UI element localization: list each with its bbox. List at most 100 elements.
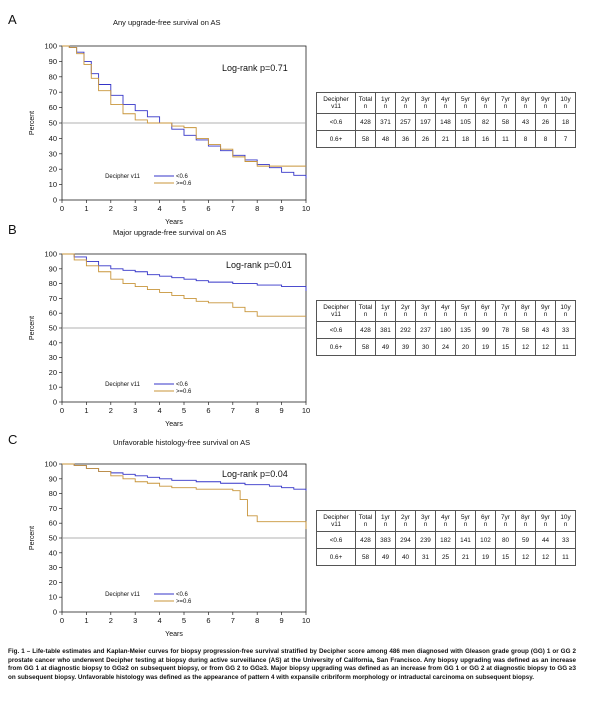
legend-label: >=0.6 bbox=[176, 181, 192, 187]
risk-cell: 428 bbox=[355, 531, 376, 549]
risk-cell: 12 bbox=[515, 548, 536, 566]
km-plot-c: 0 10 20 30 40 50 60 70 80 90 100 0 1 2 3 4 5 6 7 8 9 10 Years P… bbox=[29, 460, 310, 639]
risk-header-cell: 5yr n bbox=[455, 300, 476, 322]
risk-header-cell: 4yr n bbox=[435, 300, 456, 322]
legend-title: Decipher v11 bbox=[105, 592, 141, 598]
y-tick-label: 50 bbox=[49, 119, 57, 128]
risk-header-cell: 2yr n bbox=[395, 300, 416, 322]
x-tick-label: 5 bbox=[182, 204, 186, 213]
risk-cell: 58 bbox=[495, 113, 516, 131]
risk-cell: 239 bbox=[415, 531, 436, 549]
risk-row: 0.6+ 58 48 36 26 21 18 16 11 8 8 7 bbox=[316, 130, 576, 148]
y-tick-label: 90 bbox=[49, 264, 57, 273]
y-tick-label: 40 bbox=[49, 548, 57, 557]
risk-cell: 58 bbox=[355, 130, 376, 148]
x-tick-label: 5 bbox=[182, 616, 186, 625]
risk-cell: 59 bbox=[515, 531, 536, 549]
x-tick-label: 10 bbox=[302, 406, 310, 415]
risk-header-cell: 4yr n bbox=[435, 510, 456, 532]
y-tick-label: 10 bbox=[49, 593, 57, 602]
risk-header-cell: 9yr n bbox=[535, 300, 556, 322]
risk-cell: 7 bbox=[555, 130, 576, 148]
risk-cell: 381 bbox=[375, 321, 396, 339]
risk-cell: 182 bbox=[435, 531, 456, 549]
y-tick-label: 50 bbox=[49, 534, 57, 543]
risk-cell: 197 bbox=[415, 113, 436, 131]
x-tick-label: 5 bbox=[182, 406, 186, 415]
x-tick-label: 8 bbox=[255, 616, 259, 625]
risk-cell: 294 bbox=[395, 531, 416, 549]
x-tick-label: 4 bbox=[158, 204, 162, 213]
risk-cell: 11 bbox=[555, 338, 576, 356]
risk-cell: 99 bbox=[475, 321, 496, 339]
risk-row: <0.6 428 383 294 239 182 141 102 80 59 44 33 bbox=[316, 531, 576, 549]
x-tick-label: 3 bbox=[133, 406, 137, 415]
risk-table-a: Decipher v11 Total n 1yr n 2yr n 3yr n 4yr n 5yr n 6yr… bbox=[316, 92, 576, 148]
risk-header-cell: 5yr n bbox=[455, 510, 476, 532]
km-plot-a: 0 10 20 30 40 50 60 70 80 90 100 0 1 2 3 4 5 6 7 8 9 10 Years P… bbox=[29, 42, 310, 227]
risk-header-cell: 9yr n bbox=[535, 510, 556, 532]
panel-letter: B bbox=[8, 222, 17, 237]
risk-header-cell: 10y n bbox=[555, 92, 576, 114]
y-tick-label: 70 bbox=[49, 294, 57, 303]
risk-cell: <0.6 bbox=[316, 321, 356, 339]
risk-table-b: Decipher v11 Total n 1yr n 2yr n 3yr n 4yr n 5yr n 6yr… bbox=[316, 300, 576, 356]
y-tick-label: 80 bbox=[49, 489, 57, 498]
figure-caption: Fig. 1 – Life-table estimates and Kaplan… bbox=[8, 648, 576, 681]
risk-table-c: Decipher v11 Total n 1yr n 2yr n 3yr n 4yr n 5yr n 6yr… bbox=[316, 510, 576, 566]
risk-cell: 30 bbox=[415, 338, 436, 356]
risk-cell: 58 bbox=[355, 548, 376, 566]
y-tick-label: 90 bbox=[49, 57, 57, 66]
risk-cell: 0.6+ bbox=[316, 130, 356, 148]
panel-title: Any upgrade-free survival on AS bbox=[113, 18, 221, 27]
y-tick-label: 100 bbox=[44, 460, 57, 469]
x-tick-label: 2 bbox=[109, 616, 113, 625]
km-curve-high bbox=[62, 45, 306, 167]
risk-header-cell: 1yr n bbox=[375, 300, 396, 322]
x-tick-label: 3 bbox=[133, 204, 137, 213]
risk-row: 0.6+ 58 49 39 30 24 20 19 15 12 12 11 bbox=[316, 338, 576, 356]
y-tick-label: 10 bbox=[49, 383, 57, 392]
x-tick-label: 9 bbox=[280, 204, 284, 213]
y-tick-label: 60 bbox=[49, 519, 57, 528]
risk-row: <0.6 428 371 257 197 148 105 82 58 43 26 18 bbox=[316, 113, 576, 131]
risk-cell: 15 bbox=[495, 338, 516, 356]
risk-cell: 18 bbox=[455, 130, 476, 148]
risk-header-cell: 3yr n bbox=[415, 510, 436, 532]
legend-label: >=0.6 bbox=[176, 599, 192, 605]
x-tick-label: 8 bbox=[255, 204, 259, 213]
risk-cell: 257 bbox=[395, 113, 416, 131]
x-tick-label: 4 bbox=[158, 406, 162, 415]
x-axis-label: Years bbox=[165, 631, 183, 638]
risk-cell: 43 bbox=[515, 113, 536, 131]
risk-cell: 180 bbox=[435, 321, 456, 339]
risk-cell: 428 bbox=[355, 113, 376, 131]
risk-cell: 26 bbox=[535, 113, 556, 131]
km-curve-high bbox=[62, 463, 307, 530]
risk-cell: 48 bbox=[375, 130, 396, 148]
risk-cell: 33 bbox=[555, 321, 576, 339]
risk-cell: 0.6+ bbox=[316, 338, 356, 356]
risk-header-cell: Decipher v11 bbox=[316, 300, 356, 322]
risk-cell: 40 bbox=[395, 548, 416, 566]
risk-cell: 12 bbox=[535, 338, 556, 356]
risk-cell: 102 bbox=[475, 531, 496, 549]
risk-header-cell: 4yr n bbox=[435, 92, 456, 114]
risk-cell: 8 bbox=[515, 130, 536, 148]
legend-title: Decipher v11 bbox=[105, 174, 141, 180]
risk-cell: 39 bbox=[395, 338, 416, 356]
logrank-label: Log-rank p=0.04 bbox=[222, 469, 288, 479]
legend-title: Decipher v11 bbox=[105, 382, 141, 388]
risk-header-cell: Total n bbox=[355, 510, 376, 532]
risk-cell: 33 bbox=[555, 531, 576, 549]
panel-letter: C bbox=[8, 432, 18, 447]
logrank-label: Log-rank p=0.01 bbox=[226, 260, 292, 270]
risk-cell: 82 bbox=[475, 113, 496, 131]
risk-cell: 237 bbox=[415, 321, 436, 339]
risk-header-row: Decipher v11 Total n 1yr n 2yr n 3yr n 4yr n 5yr n 6yr… bbox=[316, 92, 576, 114]
risk-header-cell: 7yr n bbox=[495, 92, 516, 114]
y-tick-label: 10 bbox=[49, 180, 57, 189]
legend-label: >=0.6 bbox=[176, 389, 192, 395]
risk-cell: 15 bbox=[495, 548, 516, 566]
x-tick-label: 6 bbox=[206, 406, 210, 415]
